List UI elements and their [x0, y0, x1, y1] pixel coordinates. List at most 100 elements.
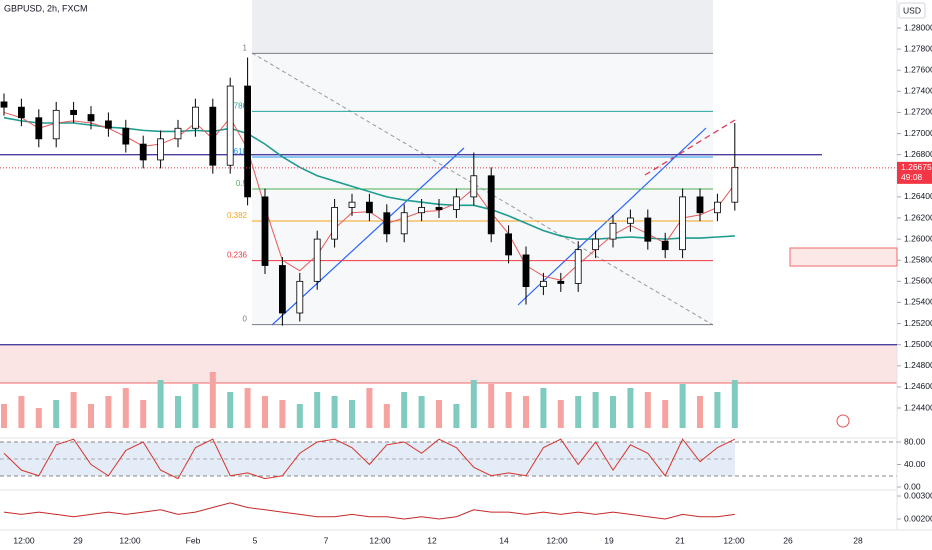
volume-bar [175, 396, 181, 428]
x-tick-label: 26 [783, 535, 793, 545]
x-tick-label: 12:00 [13, 535, 35, 545]
y-tick-label: 1.26800 [904, 149, 932, 159]
candle-body [574, 249, 582, 284]
trendline [271, 147, 465, 326]
volume-bar [575, 396, 582, 428]
candle-body [139, 143, 147, 161]
candle-body [557, 280, 565, 284]
volume-bar [540, 388, 547, 428]
x-tick-label: 12 [427, 535, 437, 545]
candle-body [452, 196, 460, 210]
volume-bar [557, 400, 564, 428]
x-tick-label: 29 [73, 535, 83, 545]
y-tick-label: 1.26000 [904, 233, 932, 243]
volume-bar [349, 400, 355, 428]
volume-bar [436, 400, 442, 428]
y-tick-label: 0.00200 [904, 513, 932, 523]
candle-body [122, 127, 130, 145]
y-tick-label: 1.26400 [904, 191, 932, 201]
y-tick-label: 1.26200 [904, 212, 932, 222]
x-tick-label: 7 [324, 535, 329, 545]
candle-body [157, 138, 165, 161]
y-tick-label: 1.25200 [904, 318, 932, 328]
x-tick-label: 12:00 [119, 535, 141, 545]
volume-shade [0, 345, 897, 383]
volume-bar [697, 396, 703, 428]
volume-bar [192, 384, 199, 428]
volume-bar [122, 388, 129, 428]
x-tick-label: Feb [186, 535, 201, 545]
candle-body [87, 114, 95, 122]
volume-bar [383, 404, 390, 428]
volume-bar [488, 384, 495, 428]
candle-body [348, 201, 356, 208]
candle-body [505, 233, 513, 256]
fib-label: 0 [243, 315, 248, 324]
stoch-line [3, 438, 736, 480]
zone-box [789, 247, 898, 267]
candle-body [487, 175, 495, 235]
volume-bar [401, 392, 408, 428]
volume-bar [18, 396, 25, 428]
candle-body [522, 254, 530, 288]
volume-bar [470, 380, 477, 428]
volume-bar [610, 396, 616, 428]
y-tick-label: 1.27800 [904, 43, 932, 53]
volume-bar [644, 392, 651, 428]
candle-body [609, 222, 617, 240]
volume-bar [70, 392, 77, 428]
candle-body [418, 207, 426, 214]
candle-body [470, 175, 478, 198]
volume-bar [296, 404, 303, 428]
candle-body [540, 280, 547, 288]
candle-body [35, 117, 43, 140]
candle-body [435, 207, 443, 210]
candle-body [400, 212, 408, 235]
candle-body [679, 196, 686, 251]
x-tick-label: 12:00 [546, 535, 568, 545]
y-tick-label: 0.00 [904, 481, 921, 491]
y-tick-label: 1.27600 [904, 64, 932, 74]
volume-bar [679, 384, 686, 428]
y-tick-label: 1.27000 [904, 128, 932, 138]
x-tick-label: 28 [853, 535, 863, 545]
y-tick-label: 1.28000 [904, 22, 932, 32]
x-tick-label: 19 [604, 535, 614, 545]
candle-body [52, 109, 60, 140]
flag-icon [836, 414, 850, 428]
volume-bar [523, 396, 529, 428]
fib-label: 1 [243, 43, 248, 52]
candle-body [331, 207, 339, 240]
volume-bar [1, 404, 7, 428]
candle-body [174, 127, 182, 140]
y-tick-label: 1.25400 [904, 297, 932, 307]
candle-body [731, 166, 739, 203]
candle-body [278, 265, 286, 314]
y-tick-label: 1.27400 [904, 86, 932, 96]
y-tick-label: 1.25000 [904, 339, 932, 349]
y-tick-label: 1.25800 [904, 254, 932, 264]
volume-bar [314, 392, 321, 428]
candle-body [296, 280, 304, 314]
last-price-tag [897, 161, 932, 184]
y-tick-label: 1.24400 [904, 402, 932, 412]
x-tick-label: 12:00 [723, 535, 745, 545]
fib-label: 0.786 [227, 101, 248, 110]
candle-body [383, 212, 391, 235]
x-tick-label: 5 [253, 535, 258, 545]
trend-dashed [644, 119, 736, 176]
y-tick-label: 80.00 [904, 436, 926, 446]
candle-body [226, 85, 234, 166]
volume-bar [53, 400, 60, 428]
volume-bar [505, 392, 512, 428]
volume-bar [366, 388, 373, 428]
candle-body [0, 101, 8, 108]
volume-bar [227, 392, 234, 428]
fib-label: 0.5 [236, 179, 248, 188]
candle-body [313, 238, 321, 282]
candle-body [261, 196, 269, 266]
symbol-title: GBPUSD, 2h, FXCM [4, 3, 88, 13]
volume-bar [714, 392, 721, 428]
volume-bar [418, 396, 425, 428]
